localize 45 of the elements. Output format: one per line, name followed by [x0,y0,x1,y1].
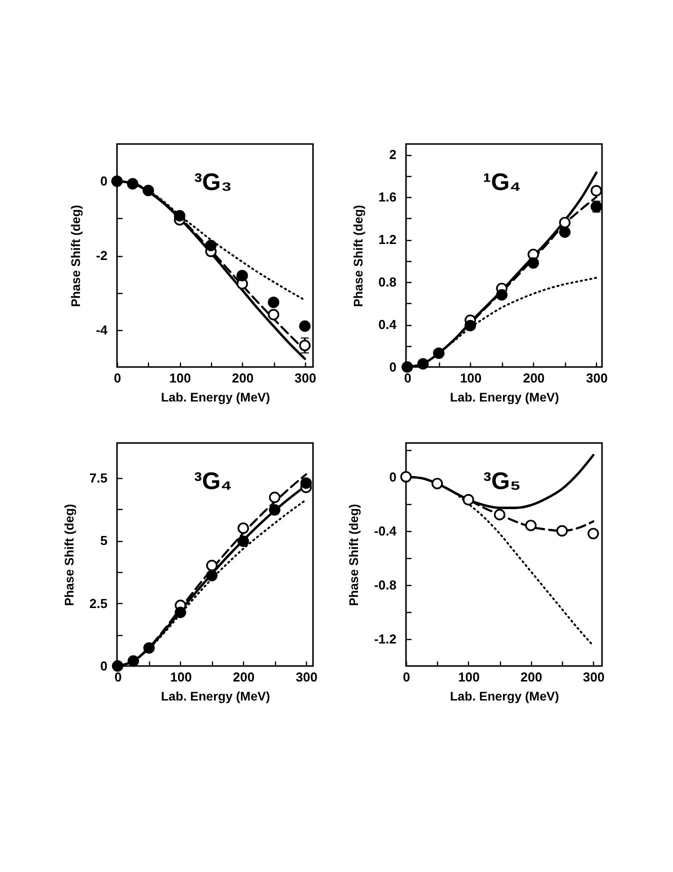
y-tick-label: 0 [100,174,108,189]
y-tick-label: -2 [96,248,108,263]
x-tick-label: 300 [294,370,316,386]
y-tick-label: 1.6 [378,190,396,205]
y-tick-label: 0 [100,658,108,674]
y-tick-label: 0 [389,360,396,374]
y-axis-title: Phase Shift (deg) [347,504,362,606]
x-tick-label: 200 [520,670,542,684]
text: ³G₅ [483,468,521,495]
x-tick-label: 0 [114,370,122,386]
y-tick-label: -0.4 [374,523,398,538]
x-tick-label: 0 [402,670,410,684]
text: ¹G₄ [482,169,522,196]
y-tick-label: 0 [389,469,396,484]
y-tick-label: 2.5 [89,596,108,611]
y-tick-label: -4 [96,322,108,338]
x-tick-label: 0 [114,670,122,684]
x-tick-label: 300 [582,670,605,684]
y-tick-label: 0.4 [378,317,398,332]
x-tick-label: 100 [460,370,482,386]
x-axis-title: Lab. Energy (MeV) [160,690,270,704]
y-tick-label: 0.8 [378,274,396,290]
x-tick-label: 200 [522,370,545,386]
y-tick-label: -0.8 [374,577,396,592]
y-axis-title: Phase Shift (deg) [62,504,76,606]
x-tick-label: 200 [232,670,255,684]
y-tick-label: 1.2 [378,232,396,248]
x-tick-label: 100 [458,670,480,684]
x-axis-title: Lab. Energy (MeV) [160,390,270,404]
y-tick-label: 2 [389,147,396,162]
x-tick-label: 300 [586,370,608,386]
y-axis-title: Phase Shift (deg) [68,204,83,308]
x-axis-title: Lab. Energy (MeV) [450,690,560,704]
y-tick-label: 5 [100,533,108,548]
x-tick-label: 100 [169,370,191,386]
x-tick-label: 200 [232,370,254,386]
x-tick-label: 300 [296,670,318,684]
text: ³G₄ [194,468,232,495]
y-tick-label: -1.2 [374,631,396,646]
x-axis-title: Lab. Energy (MeV) [450,390,560,404]
y-tick-label: 7.5 [89,470,108,486]
x-tick-label: 100 [170,670,192,684]
y-axis-title: Phase Shift (deg) [351,204,366,308]
x-tick-label: 0 [404,370,412,386]
text: ³G₃ [194,169,232,196]
